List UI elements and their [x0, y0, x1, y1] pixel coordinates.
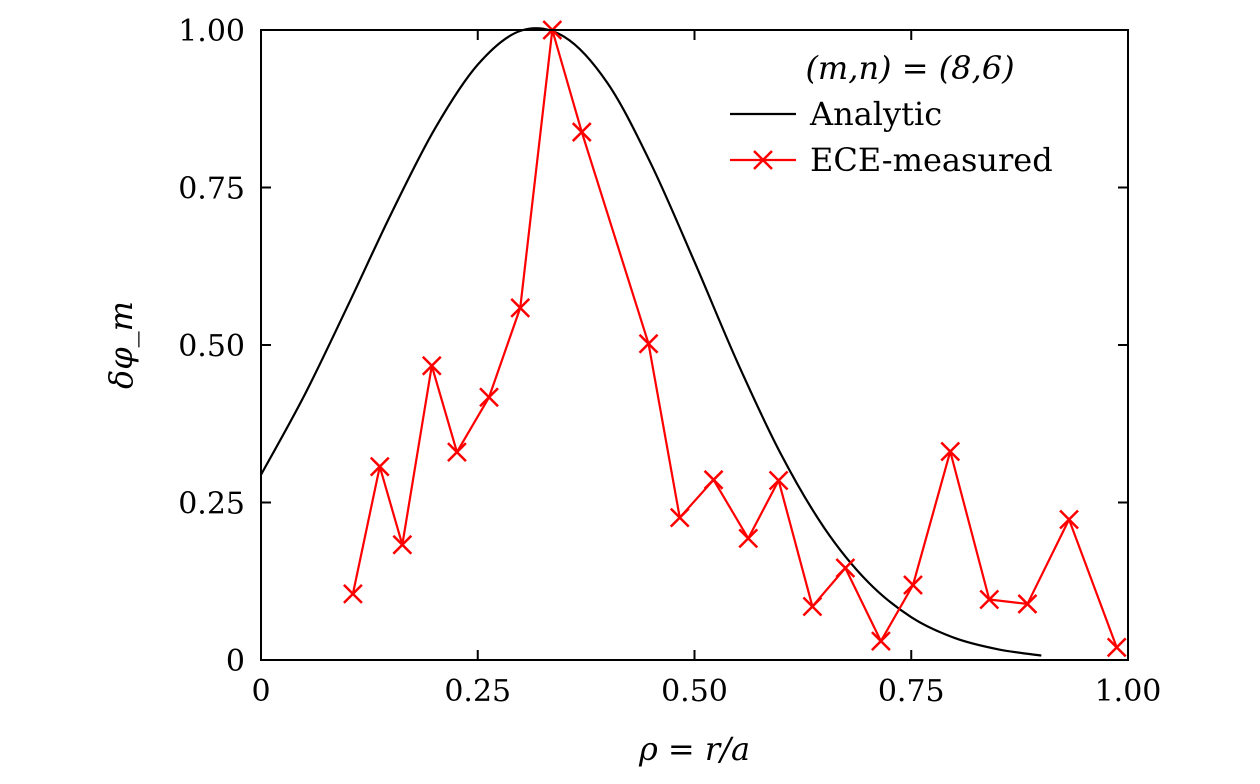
data-point-ece-measured [768, 470, 789, 491]
data-point-ece-measured [343, 583, 363, 604]
y-axis-ticks: 0 0.25 0.50 0.75 1.00 [178, 14, 1128, 679]
y-axis-label: δφ_m [102, 301, 140, 389]
y-tick-label: 0.25 [178, 487, 245, 522]
data-point-ece-measured [479, 387, 499, 408]
data-point-ece-measured [1059, 509, 1079, 530]
x-axis-ticks: 0 0.25 0.50 0.75 1.00 [251, 30, 1161, 709]
data-point-ece-measured [871, 631, 891, 651]
data-point-ece-measured [638, 333, 659, 354]
x-tick-label: 0 [251, 674, 270, 709]
series-line-analytic [260, 27, 1042, 657]
x-tick-label: 0.75 [878, 674, 945, 709]
data-point-ece-measured [571, 122, 592, 142]
x-tick-label: 0.50 [661, 674, 728, 709]
data-point-ece-measured [940, 441, 961, 462]
legend: (m,n) = (8,6) Analytic ECE-measured [730, 49, 1053, 179]
legend-header: (m,n) = (8,6) [805, 49, 1014, 87]
legend-marker-ece-measured [753, 150, 773, 170]
plot-frame [260, 29, 1129, 661]
plot-marks [260, 20, 1127, 658]
legend-x-marker [753, 150, 773, 170]
data-point-ece-measured [979, 589, 1000, 610]
data-point-ece-measured [392, 534, 413, 555]
data-point-ece-measured [738, 528, 759, 549]
legend-label-ece-measured: ECE-measured [810, 141, 1053, 179]
series-line-ece-measured [351, 28, 1118, 648]
data-point-ece-measured [1017, 594, 1038, 614]
y-tick-label: 0.75 [178, 172, 245, 207]
x-tick-label: 0.25 [444, 674, 511, 709]
data-point-ece-measured [421, 355, 442, 376]
data-point-ece-measured [369, 456, 390, 477]
data-point-ece-measured [510, 297, 531, 318]
y-tick-label: 0.50 [178, 329, 245, 364]
data-point-ece-measured [802, 596, 823, 617]
y-tick-label: 1.00 [178, 14, 245, 49]
data-point-ece-measured [1106, 637, 1127, 658]
data-point-ece-measured [669, 507, 690, 528]
legend-label-analytic: Analytic [809, 95, 942, 133]
x-axis-label: ρ = r/a [638, 730, 750, 768]
data-point-ece-measured [703, 469, 724, 490]
x-tick-label: 1.00 [1095, 674, 1162, 709]
data-point-ece-measured [835, 558, 856, 578]
data-point-ece-measured [447, 442, 467, 462]
data-point-ece-measured [903, 575, 923, 595]
y-tick-label: 0 [226, 644, 245, 679]
